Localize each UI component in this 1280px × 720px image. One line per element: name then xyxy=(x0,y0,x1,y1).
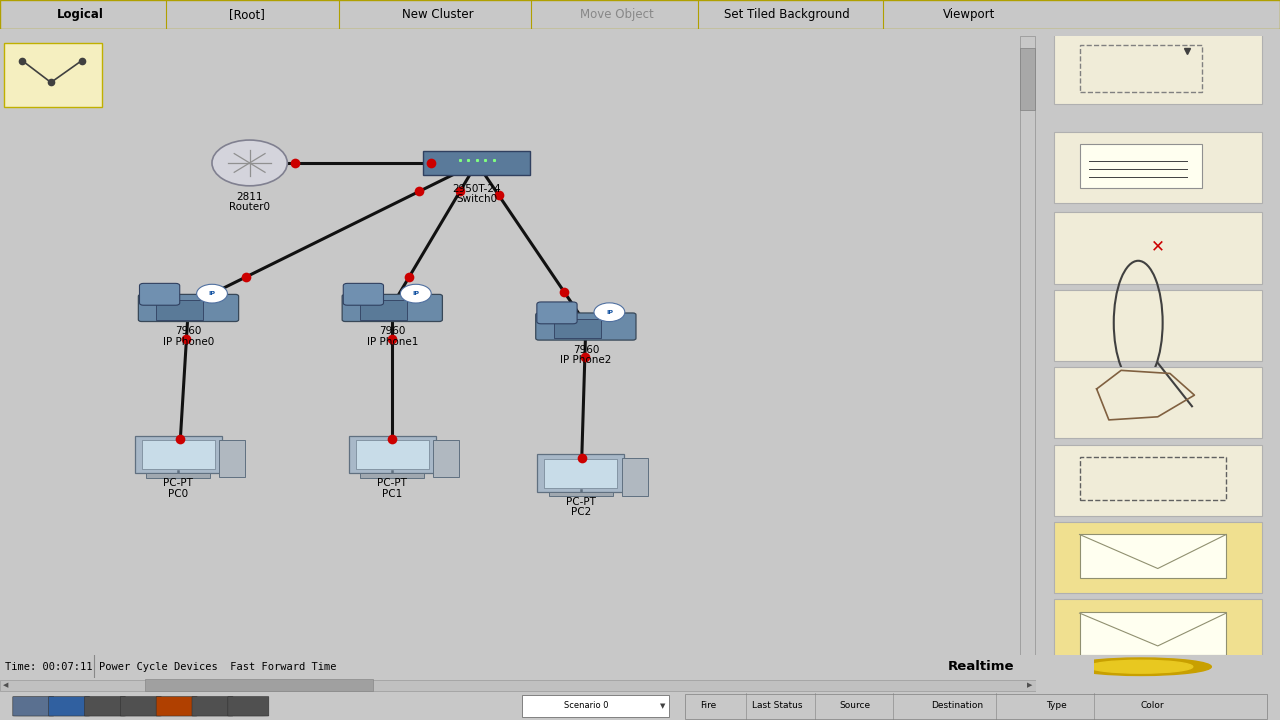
Text: 2950T-24: 2950T-24 xyxy=(453,184,502,194)
FancyBboxPatch shape xyxy=(538,454,625,492)
FancyBboxPatch shape xyxy=(522,696,669,717)
Text: ✕: ✕ xyxy=(1151,238,1165,256)
FancyBboxPatch shape xyxy=(1053,132,1262,203)
FancyBboxPatch shape xyxy=(360,300,407,320)
FancyBboxPatch shape xyxy=(343,284,384,305)
FancyBboxPatch shape xyxy=(1053,367,1262,438)
FancyBboxPatch shape xyxy=(549,492,613,496)
Text: 2811: 2811 xyxy=(237,192,262,202)
FancyBboxPatch shape xyxy=(1079,144,1202,188)
FancyBboxPatch shape xyxy=(0,680,1036,691)
Text: Router0: Router0 xyxy=(229,202,270,212)
FancyBboxPatch shape xyxy=(622,459,648,496)
Text: PC-PT: PC-PT xyxy=(566,497,595,507)
Text: Logical: Logical xyxy=(58,8,104,21)
Text: Fire: Fire xyxy=(700,701,716,710)
Text: IP Phone0: IP Phone0 xyxy=(163,336,214,346)
Text: IP: IP xyxy=(605,310,613,315)
Text: New Cluster: New Cluster xyxy=(402,8,474,21)
FancyBboxPatch shape xyxy=(120,697,161,716)
Text: Time: 00:07:11: Time: 00:07:11 xyxy=(5,662,92,672)
FancyBboxPatch shape xyxy=(84,697,125,716)
FancyBboxPatch shape xyxy=(140,284,179,305)
Circle shape xyxy=(594,303,625,322)
FancyBboxPatch shape xyxy=(1020,36,1034,655)
Text: IP: IP xyxy=(209,291,215,296)
FancyBboxPatch shape xyxy=(554,319,600,338)
Text: Scenario 0: Scenario 0 xyxy=(564,701,608,710)
Text: Last Status: Last Status xyxy=(751,701,803,710)
Text: Destination: Destination xyxy=(932,701,983,710)
Text: [Root]: [Root] xyxy=(229,8,265,21)
FancyBboxPatch shape xyxy=(356,440,429,469)
FancyBboxPatch shape xyxy=(536,302,577,324)
Text: Set Tiled Background: Set Tiled Background xyxy=(724,8,850,21)
FancyBboxPatch shape xyxy=(156,300,204,320)
Text: Source: Source xyxy=(840,701,870,710)
FancyBboxPatch shape xyxy=(361,473,424,478)
Text: IP: IP xyxy=(412,291,420,296)
FancyBboxPatch shape xyxy=(138,294,238,322)
FancyBboxPatch shape xyxy=(1053,212,1262,284)
Text: 7960: 7960 xyxy=(175,326,202,336)
FancyBboxPatch shape xyxy=(1020,48,1034,110)
Text: ▼: ▼ xyxy=(660,703,666,709)
Text: Power Cycle Devices  Fast Forward Time: Power Cycle Devices Fast Forward Time xyxy=(99,662,337,672)
FancyBboxPatch shape xyxy=(192,697,233,716)
Text: Color: Color xyxy=(1140,701,1164,710)
FancyBboxPatch shape xyxy=(424,150,530,175)
FancyBboxPatch shape xyxy=(1053,445,1262,516)
FancyBboxPatch shape xyxy=(536,313,636,340)
Text: 7960: 7960 xyxy=(572,345,599,355)
FancyBboxPatch shape xyxy=(228,697,269,716)
FancyBboxPatch shape xyxy=(4,42,102,107)
Text: Viewport: Viewport xyxy=(943,8,995,21)
Circle shape xyxy=(212,140,287,186)
Text: Move Object: Move Object xyxy=(580,8,654,21)
Text: Switch0: Switch0 xyxy=(456,194,498,204)
Text: IP Phone2: IP Phone2 xyxy=(561,355,612,365)
FancyBboxPatch shape xyxy=(1053,290,1262,361)
FancyBboxPatch shape xyxy=(1053,33,1262,104)
Text: IP Phone1: IP Phone1 xyxy=(366,336,419,346)
FancyBboxPatch shape xyxy=(342,294,443,322)
FancyBboxPatch shape xyxy=(134,436,221,473)
Circle shape xyxy=(1070,658,1211,675)
Text: Realtime: Realtime xyxy=(947,660,1014,673)
FancyBboxPatch shape xyxy=(348,436,436,473)
Text: 7960: 7960 xyxy=(379,326,406,336)
Circle shape xyxy=(1089,660,1193,673)
FancyBboxPatch shape xyxy=(433,440,460,477)
FancyBboxPatch shape xyxy=(145,680,372,691)
Text: ▶: ▶ xyxy=(1027,683,1033,688)
Text: ◀: ◀ xyxy=(3,683,9,688)
Text: PC0: PC0 xyxy=(168,489,188,499)
Text: PC2: PC2 xyxy=(571,507,591,517)
FancyBboxPatch shape xyxy=(142,440,215,469)
FancyBboxPatch shape xyxy=(146,473,210,478)
FancyBboxPatch shape xyxy=(1079,612,1226,655)
FancyBboxPatch shape xyxy=(1053,522,1262,593)
FancyBboxPatch shape xyxy=(1053,600,1262,671)
Text: PC1: PC1 xyxy=(383,489,402,499)
Bar xyxy=(1079,45,1202,91)
FancyBboxPatch shape xyxy=(49,697,90,716)
Circle shape xyxy=(197,284,228,303)
Text: PC-PT: PC-PT xyxy=(378,478,407,488)
Bar xyxy=(1079,457,1226,500)
Circle shape xyxy=(401,284,431,303)
FancyBboxPatch shape xyxy=(544,459,617,488)
FancyBboxPatch shape xyxy=(13,697,54,716)
FancyBboxPatch shape xyxy=(219,440,246,477)
FancyBboxPatch shape xyxy=(1079,534,1226,577)
FancyBboxPatch shape xyxy=(156,697,197,716)
Text: Type: Type xyxy=(1046,701,1066,710)
Text: PC-PT: PC-PT xyxy=(164,478,193,488)
